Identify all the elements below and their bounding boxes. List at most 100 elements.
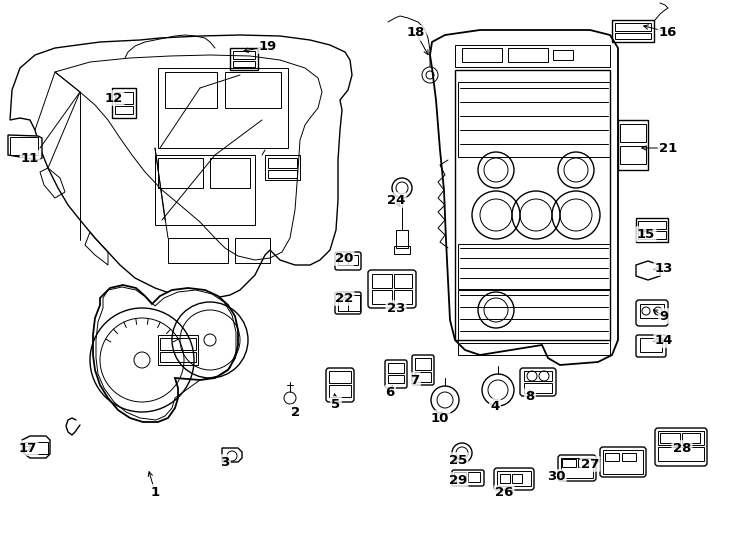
Bar [497, 471, 531, 486]
Bar [230, 48, 258, 70]
Bar [24, 442, 48, 454]
Bar [115, 106, 133, 114]
Text: 13: 13 [655, 261, 673, 274]
Text: 11: 11 [21, 152, 39, 165]
Text: 15: 15 [637, 227, 655, 240]
Text: 17: 17 [19, 442, 37, 455]
Text: 1: 1 [150, 485, 159, 498]
Text: 10: 10 [431, 411, 449, 424]
Bar [415, 358, 431, 370]
Text: 29: 29 [449, 474, 467, 487]
Bar [682, 433, 700, 443]
Bar [372, 290, 392, 304]
Bar [112, 88, 136, 118]
Bar [158, 335, 198, 365]
Bar [612, 20, 654, 42]
Bar [660, 433, 680, 443]
Bar [10, 137, 38, 155]
Bar [603, 450, 643, 474]
Polygon shape [22, 436, 50, 458]
Bar [618, 120, 648, 170]
Bar [455, 45, 610, 67]
Bar [454, 472, 466, 482]
Bar [372, 274, 392, 288]
Text: 24: 24 [387, 193, 405, 206]
Bar [225, 72, 281, 108]
Text: 5: 5 [332, 397, 341, 410]
Text: 21: 21 [659, 141, 677, 154]
Text: 9: 9 [659, 309, 669, 322]
Bar [455, 70, 610, 340]
Text: 19: 19 [259, 39, 277, 52]
Polygon shape [93, 285, 238, 422]
Polygon shape [430, 30, 618, 365]
Bar [415, 372, 431, 382]
Text: 7: 7 [410, 374, 420, 387]
Bar [158, 68, 288, 148]
Bar [524, 383, 552, 393]
Bar [561, 458, 593, 478]
Bar [235, 238, 270, 263]
Bar [562, 459, 576, 467]
Bar [636, 218, 668, 242]
Bar [165, 72, 217, 108]
Text: 14: 14 [655, 334, 673, 347]
Text: 2: 2 [291, 406, 300, 419]
Bar [458, 82, 610, 157]
Text: 22: 22 [335, 292, 353, 305]
Text: 23: 23 [387, 301, 405, 314]
Bar [338, 255, 348, 265]
Bar [468, 472, 480, 482]
Bar [338, 295, 360, 311]
Bar [396, 230, 408, 248]
Bar [638, 221, 666, 229]
Bar [329, 385, 351, 397]
Text: 25: 25 [449, 454, 467, 467]
Text: 26: 26 [495, 487, 513, 500]
Text: 28: 28 [673, 442, 691, 455]
Polygon shape [8, 135, 42, 160]
Text: 6: 6 [385, 387, 395, 400]
Text: 18: 18 [407, 26, 425, 39]
Bar [115, 92, 133, 104]
Bar [524, 371, 552, 381]
Bar [158, 158, 203, 188]
Text: 8: 8 [526, 389, 534, 402]
Bar [605, 453, 619, 461]
Bar [338, 295, 348, 311]
Polygon shape [636, 261, 660, 280]
Bar [160, 352, 196, 362]
Bar [622, 453, 636, 461]
Text: 20: 20 [335, 252, 353, 265]
Bar [388, 375, 404, 383]
Bar [462, 48, 502, 62]
Bar [160, 338, 196, 350]
Bar [265, 155, 300, 180]
Bar [338, 255, 358, 265]
Bar [168, 238, 228, 263]
Polygon shape [222, 448, 242, 462]
Text: 12: 12 [105, 91, 123, 105]
Text: 16: 16 [659, 25, 677, 38]
Text: 27: 27 [581, 457, 599, 470]
Bar [640, 304, 664, 318]
Bar [512, 474, 522, 483]
Bar [615, 33, 651, 39]
Text: 30: 30 [547, 470, 565, 483]
Polygon shape [10, 35, 352, 298]
Bar [233, 61, 255, 67]
Bar [500, 474, 510, 483]
Bar [233, 51, 255, 59]
Bar [394, 290, 412, 304]
Bar [388, 363, 404, 373]
Bar [615, 23, 651, 31]
Bar [210, 158, 250, 188]
Bar [640, 338, 662, 352]
Bar [578, 459, 588, 467]
Bar [658, 447, 704, 461]
Text: 4: 4 [490, 400, 500, 413]
Text: 3: 3 [220, 456, 230, 469]
Bar [394, 274, 412, 288]
Bar [553, 50, 573, 60]
Bar [155, 155, 255, 225]
